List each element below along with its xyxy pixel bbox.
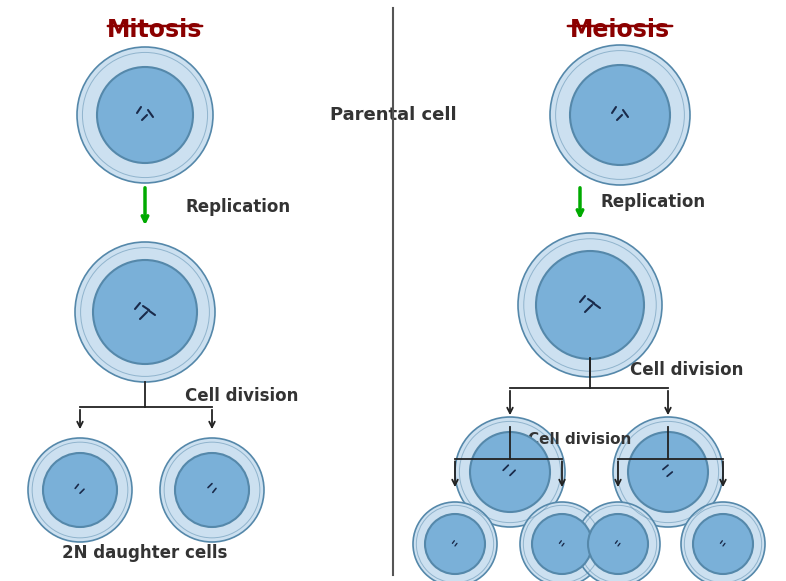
Text: Cell division: Cell division xyxy=(630,361,744,379)
Text: Cell division: Cell division xyxy=(528,432,631,447)
Circle shape xyxy=(613,417,723,527)
Text: Replication: Replication xyxy=(185,198,290,216)
Circle shape xyxy=(175,453,249,527)
Circle shape xyxy=(28,438,132,542)
Circle shape xyxy=(160,438,264,542)
Text: Parental cell: Parental cell xyxy=(329,106,457,124)
Text: Mitosis: Mitosis xyxy=(108,18,203,42)
Circle shape xyxy=(536,251,644,359)
Circle shape xyxy=(470,432,550,512)
Circle shape xyxy=(77,47,213,183)
Text: Meiosis: Meiosis xyxy=(570,18,670,42)
Circle shape xyxy=(413,502,497,581)
Circle shape xyxy=(425,514,485,574)
Circle shape xyxy=(576,502,660,581)
Circle shape xyxy=(520,502,604,581)
Circle shape xyxy=(681,502,765,581)
Circle shape xyxy=(43,453,117,527)
Circle shape xyxy=(93,260,197,364)
Circle shape xyxy=(455,417,565,527)
Circle shape xyxy=(588,514,648,574)
Text: Cell division: Cell division xyxy=(185,387,299,405)
Circle shape xyxy=(628,432,708,512)
Circle shape xyxy=(75,242,215,382)
Circle shape xyxy=(693,514,753,574)
Text: Replication: Replication xyxy=(600,193,705,211)
Circle shape xyxy=(532,514,592,574)
Circle shape xyxy=(97,67,193,163)
Circle shape xyxy=(550,45,690,185)
Circle shape xyxy=(518,233,662,377)
Text: 2N daughter cells: 2N daughter cells xyxy=(62,544,228,562)
Circle shape xyxy=(570,65,670,165)
